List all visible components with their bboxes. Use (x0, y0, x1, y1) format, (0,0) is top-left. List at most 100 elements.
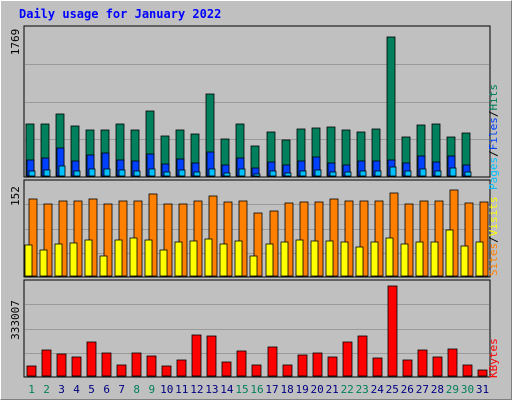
bar-sites (43, 203, 53, 277)
bar-visits (174, 241, 183, 277)
bar-pages (43, 169, 51, 177)
bar-kbytes (221, 361, 232, 377)
bar-visits (340, 241, 349, 277)
bar-sites (284, 202, 294, 277)
bar-pages (314, 169, 322, 177)
bar-pages (88, 168, 96, 177)
bar-pages (133, 170, 141, 177)
x-tick-label: 4 (73, 383, 80, 396)
bar-sites (178, 203, 188, 277)
bar-kbytes (372, 357, 383, 377)
x-tick-label: 7 (118, 383, 125, 396)
bar-visits (84, 239, 93, 277)
x-tick-label: 21 (326, 383, 339, 396)
bar-sites (404, 203, 414, 277)
x-tick-label: 26 (401, 383, 414, 396)
bar-kbytes (357, 335, 368, 377)
bar-sites (419, 200, 429, 277)
bar-pages (359, 170, 367, 177)
bar-visits (189, 240, 198, 277)
legend-separator: / (487, 236, 500, 243)
legend-separator: / (487, 150, 500, 157)
x-tick-label: 15 (235, 383, 248, 396)
x-tick-label: 22 (341, 383, 354, 396)
bar-kbytes (206, 335, 217, 377)
bar-kbytes (116, 364, 127, 377)
bar-kbytes (327, 356, 338, 377)
bar-sites (374, 200, 384, 277)
x-tick-label: 19 (295, 383, 308, 396)
bar-kbytes (131, 352, 142, 377)
legend-hits: Hits (487, 84, 500, 111)
x-tick-label: 8 (133, 383, 140, 396)
bar-pages (329, 171, 337, 177)
bar-sites (464, 202, 474, 277)
bar-kbytes (56, 353, 67, 377)
bar-pages (118, 169, 126, 177)
bar-pages (419, 168, 427, 177)
x-tick-label: 29 (446, 383, 459, 396)
x-tick-label: 20 (310, 383, 323, 396)
bar-visits (370, 241, 379, 277)
bar-pages (193, 171, 201, 177)
bar-sites (148, 193, 158, 277)
x-tick-label: 6 (103, 383, 110, 396)
bar-sites (28, 198, 38, 277)
bar-sites (103, 203, 113, 277)
bar-sites (359, 200, 369, 277)
bar-pages (449, 167, 457, 177)
bar-visits (99, 255, 108, 277)
bar-pages (208, 168, 216, 177)
bar-sites (479, 201, 489, 277)
bar-sites (314, 201, 324, 277)
bar-sites (269, 210, 279, 277)
x-tick-label: 17 (265, 383, 278, 396)
bar-pages (28, 170, 36, 177)
bar-kbytes (312, 352, 323, 377)
bar-pages (148, 168, 156, 177)
x-tick-label: 12 (190, 383, 203, 396)
bar-kbytes (191, 334, 202, 377)
bar-sites (118, 200, 128, 277)
bar-visits (204, 238, 213, 277)
bar-visits (460, 245, 469, 277)
bar-sites (88, 198, 98, 277)
bar-kbytes (342, 341, 353, 377)
bar-kbytes (462, 364, 473, 377)
bar-pages (344, 171, 352, 177)
y-max-label: 333007 (9, 300, 22, 340)
bar-kbytes (161, 365, 172, 377)
x-tick-label: 31 (476, 383, 489, 396)
bar-visits (445, 229, 454, 277)
bar-kbytes (267, 346, 278, 377)
legend-middle: Sites/Visits (487, 197, 500, 277)
bar-visits (24, 244, 33, 277)
bar-sites (344, 200, 354, 277)
bar-visits (430, 241, 439, 277)
bar-visits (234, 240, 243, 277)
bar-visits (415, 241, 424, 277)
bar-kbytes (432, 356, 443, 377)
x-tick-label: 2 (43, 383, 50, 396)
bar-kbytes (176, 359, 187, 377)
bar-kbytes (417, 349, 428, 377)
bar-kbytes (477, 369, 488, 377)
x-tick-label: 11 (175, 383, 188, 396)
x-tick-label: 27 (416, 383, 429, 396)
bar-pages (163, 171, 171, 177)
bar-pages (223, 172, 231, 177)
bar-visits (144, 239, 153, 277)
x-tick-label: 9 (148, 383, 155, 396)
x-tick-label: 28 (431, 383, 444, 396)
bar-sites (253, 212, 263, 277)
legend-kbytes: KBytes (487, 338, 500, 378)
bar-visits (69, 242, 78, 277)
bar-sites (299, 201, 309, 277)
x-tick-label: 13 (205, 383, 218, 396)
bar-pages (464, 171, 472, 177)
x-tick-label: 3 (58, 383, 65, 396)
y-max-label: 1769 (9, 29, 22, 56)
bar-visits (295, 239, 304, 277)
bar-kbytes (41, 349, 52, 377)
bar-pages (299, 170, 307, 177)
